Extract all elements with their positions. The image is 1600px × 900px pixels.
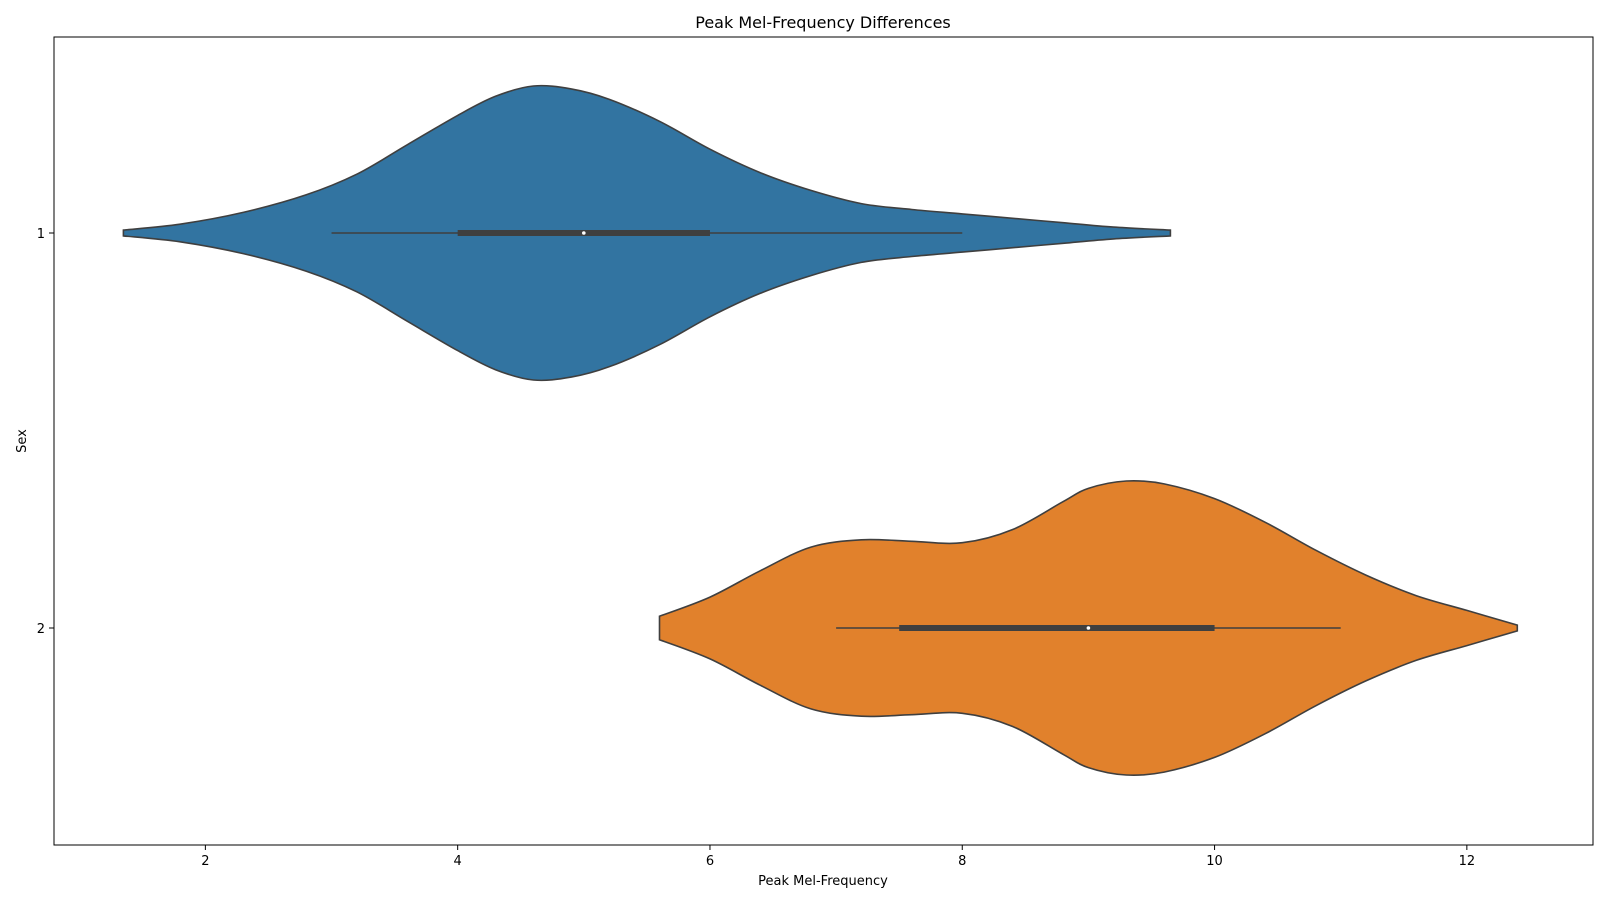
- chart-title: Peak Mel-Frequency Differences: [695, 13, 951, 32]
- plot-area: [122, 84, 1519, 777]
- median-marker-2: [1086, 626, 1091, 630]
- y-tick-label: 1: [37, 227, 45, 242]
- x-tick-label: 10: [1206, 854, 1223, 869]
- x-axis-title: Peak Mel-Frequency: [758, 874, 888, 889]
- x-tick-label: 12: [1459, 854, 1476, 869]
- x-tick-label: 4: [454, 854, 462, 869]
- y-axis-title: Sex: [15, 429, 30, 453]
- median-marker-1: [582, 231, 586, 235]
- axes-frame: [53, 36, 1594, 846]
- y-axis: 12: [37, 227, 54, 637]
- x-tick-label: 2: [201, 854, 209, 869]
- iqr-box-2: [899, 625, 1215, 631]
- violin-group-2: [658, 479, 1519, 777]
- x-tick-label: 8: [958, 854, 966, 869]
- x-tick-label: 6: [706, 854, 714, 869]
- y-tick-label: 2: [37, 622, 45, 637]
- violin-group-1: [122, 84, 1172, 382]
- x-axis: 2 4 6 8 10 12: [201, 845, 1475, 869]
